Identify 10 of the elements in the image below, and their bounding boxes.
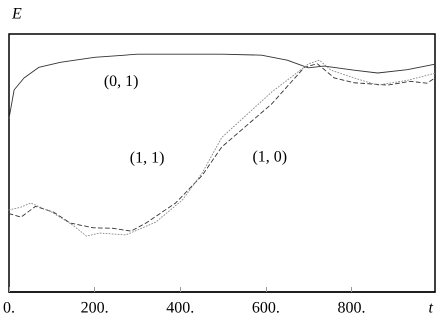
y-axis-title: E [11,6,22,22]
x-tick-label: 0. [3,300,15,316]
text: (1, 1) [130,150,164,167]
x-tick-label: 200. [80,300,109,316]
x-axis-title: t [428,300,434,316]
x-tick-label: 400. [166,300,194,316]
x-tick-label: 600. [252,300,280,316]
series-label: (1, 0) [252,148,288,166]
series-label: (0, 1) [104,72,138,90]
x-tick-label: 800. [338,300,366,316]
